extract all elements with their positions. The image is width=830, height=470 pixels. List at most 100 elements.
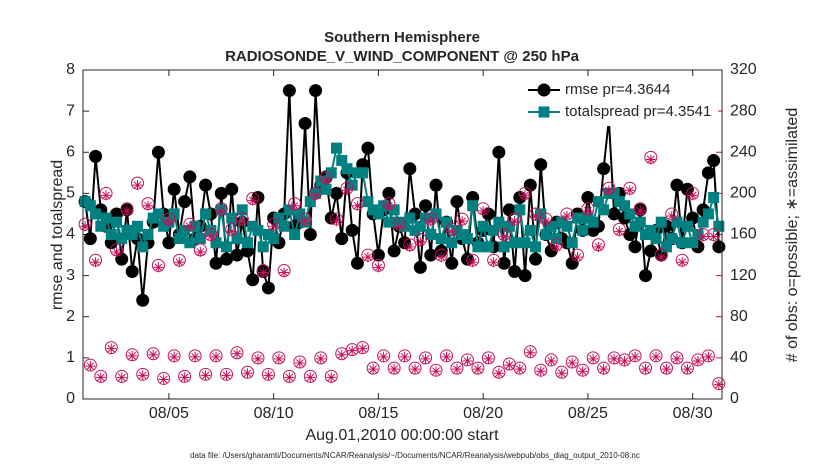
marker xyxy=(708,191,720,203)
marker xyxy=(624,208,636,220)
marker xyxy=(131,220,143,232)
plot-frame xyxy=(82,69,723,400)
marker xyxy=(236,204,248,216)
legend-box xyxy=(523,76,718,126)
marker xyxy=(682,364,693,375)
marker xyxy=(136,293,150,307)
x-tick-label: 08/10 xyxy=(254,405,294,422)
marker xyxy=(169,351,180,362)
marker xyxy=(640,364,651,375)
marker xyxy=(445,256,459,270)
x-tick-label: 08/25 xyxy=(568,405,608,422)
marker xyxy=(492,145,506,159)
marker xyxy=(115,252,129,266)
marker xyxy=(529,252,543,266)
marker xyxy=(382,186,396,200)
marker xyxy=(368,364,379,375)
y2-tick-label: 0 xyxy=(730,390,739,407)
marker xyxy=(279,267,290,278)
marker xyxy=(514,204,526,216)
marker xyxy=(598,364,609,375)
legend-label: totalspread pr=4.3541 xyxy=(565,103,711,120)
marker xyxy=(680,182,694,196)
y2-tick-label: 320 xyxy=(730,61,757,78)
marker xyxy=(561,220,573,232)
marker xyxy=(498,241,510,253)
marker xyxy=(524,224,536,236)
x-tick-label: 08/15 xyxy=(358,405,398,422)
marker xyxy=(237,216,248,227)
marker xyxy=(497,256,511,270)
marker xyxy=(435,233,447,245)
marker xyxy=(698,231,709,242)
marker xyxy=(493,216,505,228)
marker xyxy=(394,221,405,232)
marker xyxy=(125,265,139,279)
marker xyxy=(350,256,364,270)
marker xyxy=(534,158,548,172)
marker xyxy=(419,199,433,213)
marker xyxy=(677,257,688,268)
marker xyxy=(603,185,614,196)
marker xyxy=(639,269,653,283)
marker xyxy=(305,372,316,383)
y-tick-label: 1 xyxy=(66,349,75,366)
marker xyxy=(341,163,353,175)
y-tick-label: 6 xyxy=(66,143,75,160)
marker xyxy=(519,237,531,249)
marker xyxy=(211,351,222,362)
marker xyxy=(467,200,479,212)
marker xyxy=(184,237,196,249)
marker xyxy=(167,182,181,196)
y-tick-label: 7 xyxy=(66,102,75,119)
marker xyxy=(493,368,504,379)
marker xyxy=(541,216,552,227)
marker xyxy=(127,350,138,361)
chart-subtitle: RADIOSONDE_V_WIND_COMPONENT @ 250 hPa xyxy=(225,48,580,65)
marker xyxy=(520,190,531,201)
marker xyxy=(326,372,337,383)
marker xyxy=(331,216,342,227)
marker xyxy=(268,233,280,245)
marker xyxy=(702,208,714,220)
marker xyxy=(518,269,532,283)
marker xyxy=(278,220,290,232)
marker xyxy=(451,364,462,375)
marker xyxy=(430,208,442,220)
marker xyxy=(137,370,148,381)
marker xyxy=(151,145,165,159)
marker xyxy=(158,374,169,385)
y2-tick-label: 40 xyxy=(730,349,748,366)
marker xyxy=(383,200,394,211)
marker xyxy=(362,252,373,263)
marker xyxy=(525,347,536,358)
y2-axis-label: # of obs: o=possible; ∗=assimilated xyxy=(784,108,801,362)
marker xyxy=(436,252,447,263)
marker xyxy=(410,364,421,375)
marker xyxy=(577,224,589,236)
chart-title: Southern Hemisphere xyxy=(324,29,480,46)
marker xyxy=(514,364,525,375)
marker xyxy=(628,240,642,254)
marker xyxy=(321,175,332,186)
marker xyxy=(284,372,295,383)
footnote: data file: /Users/gharamti/Documents/NCA… xyxy=(190,451,640,460)
marker xyxy=(389,364,400,375)
marker xyxy=(692,355,703,366)
marker xyxy=(571,212,583,224)
y-tick-label: 4 xyxy=(66,226,75,243)
marker xyxy=(567,358,578,369)
marker xyxy=(300,216,311,227)
marker xyxy=(310,190,321,201)
marker xyxy=(335,232,349,246)
marker xyxy=(242,368,253,379)
marker xyxy=(378,351,389,362)
marker xyxy=(457,216,468,227)
marker xyxy=(347,345,358,356)
marker xyxy=(83,232,97,246)
marker xyxy=(425,216,436,227)
marker xyxy=(415,236,426,247)
marker xyxy=(671,216,683,228)
marker xyxy=(712,240,726,254)
marker xyxy=(289,229,301,240)
